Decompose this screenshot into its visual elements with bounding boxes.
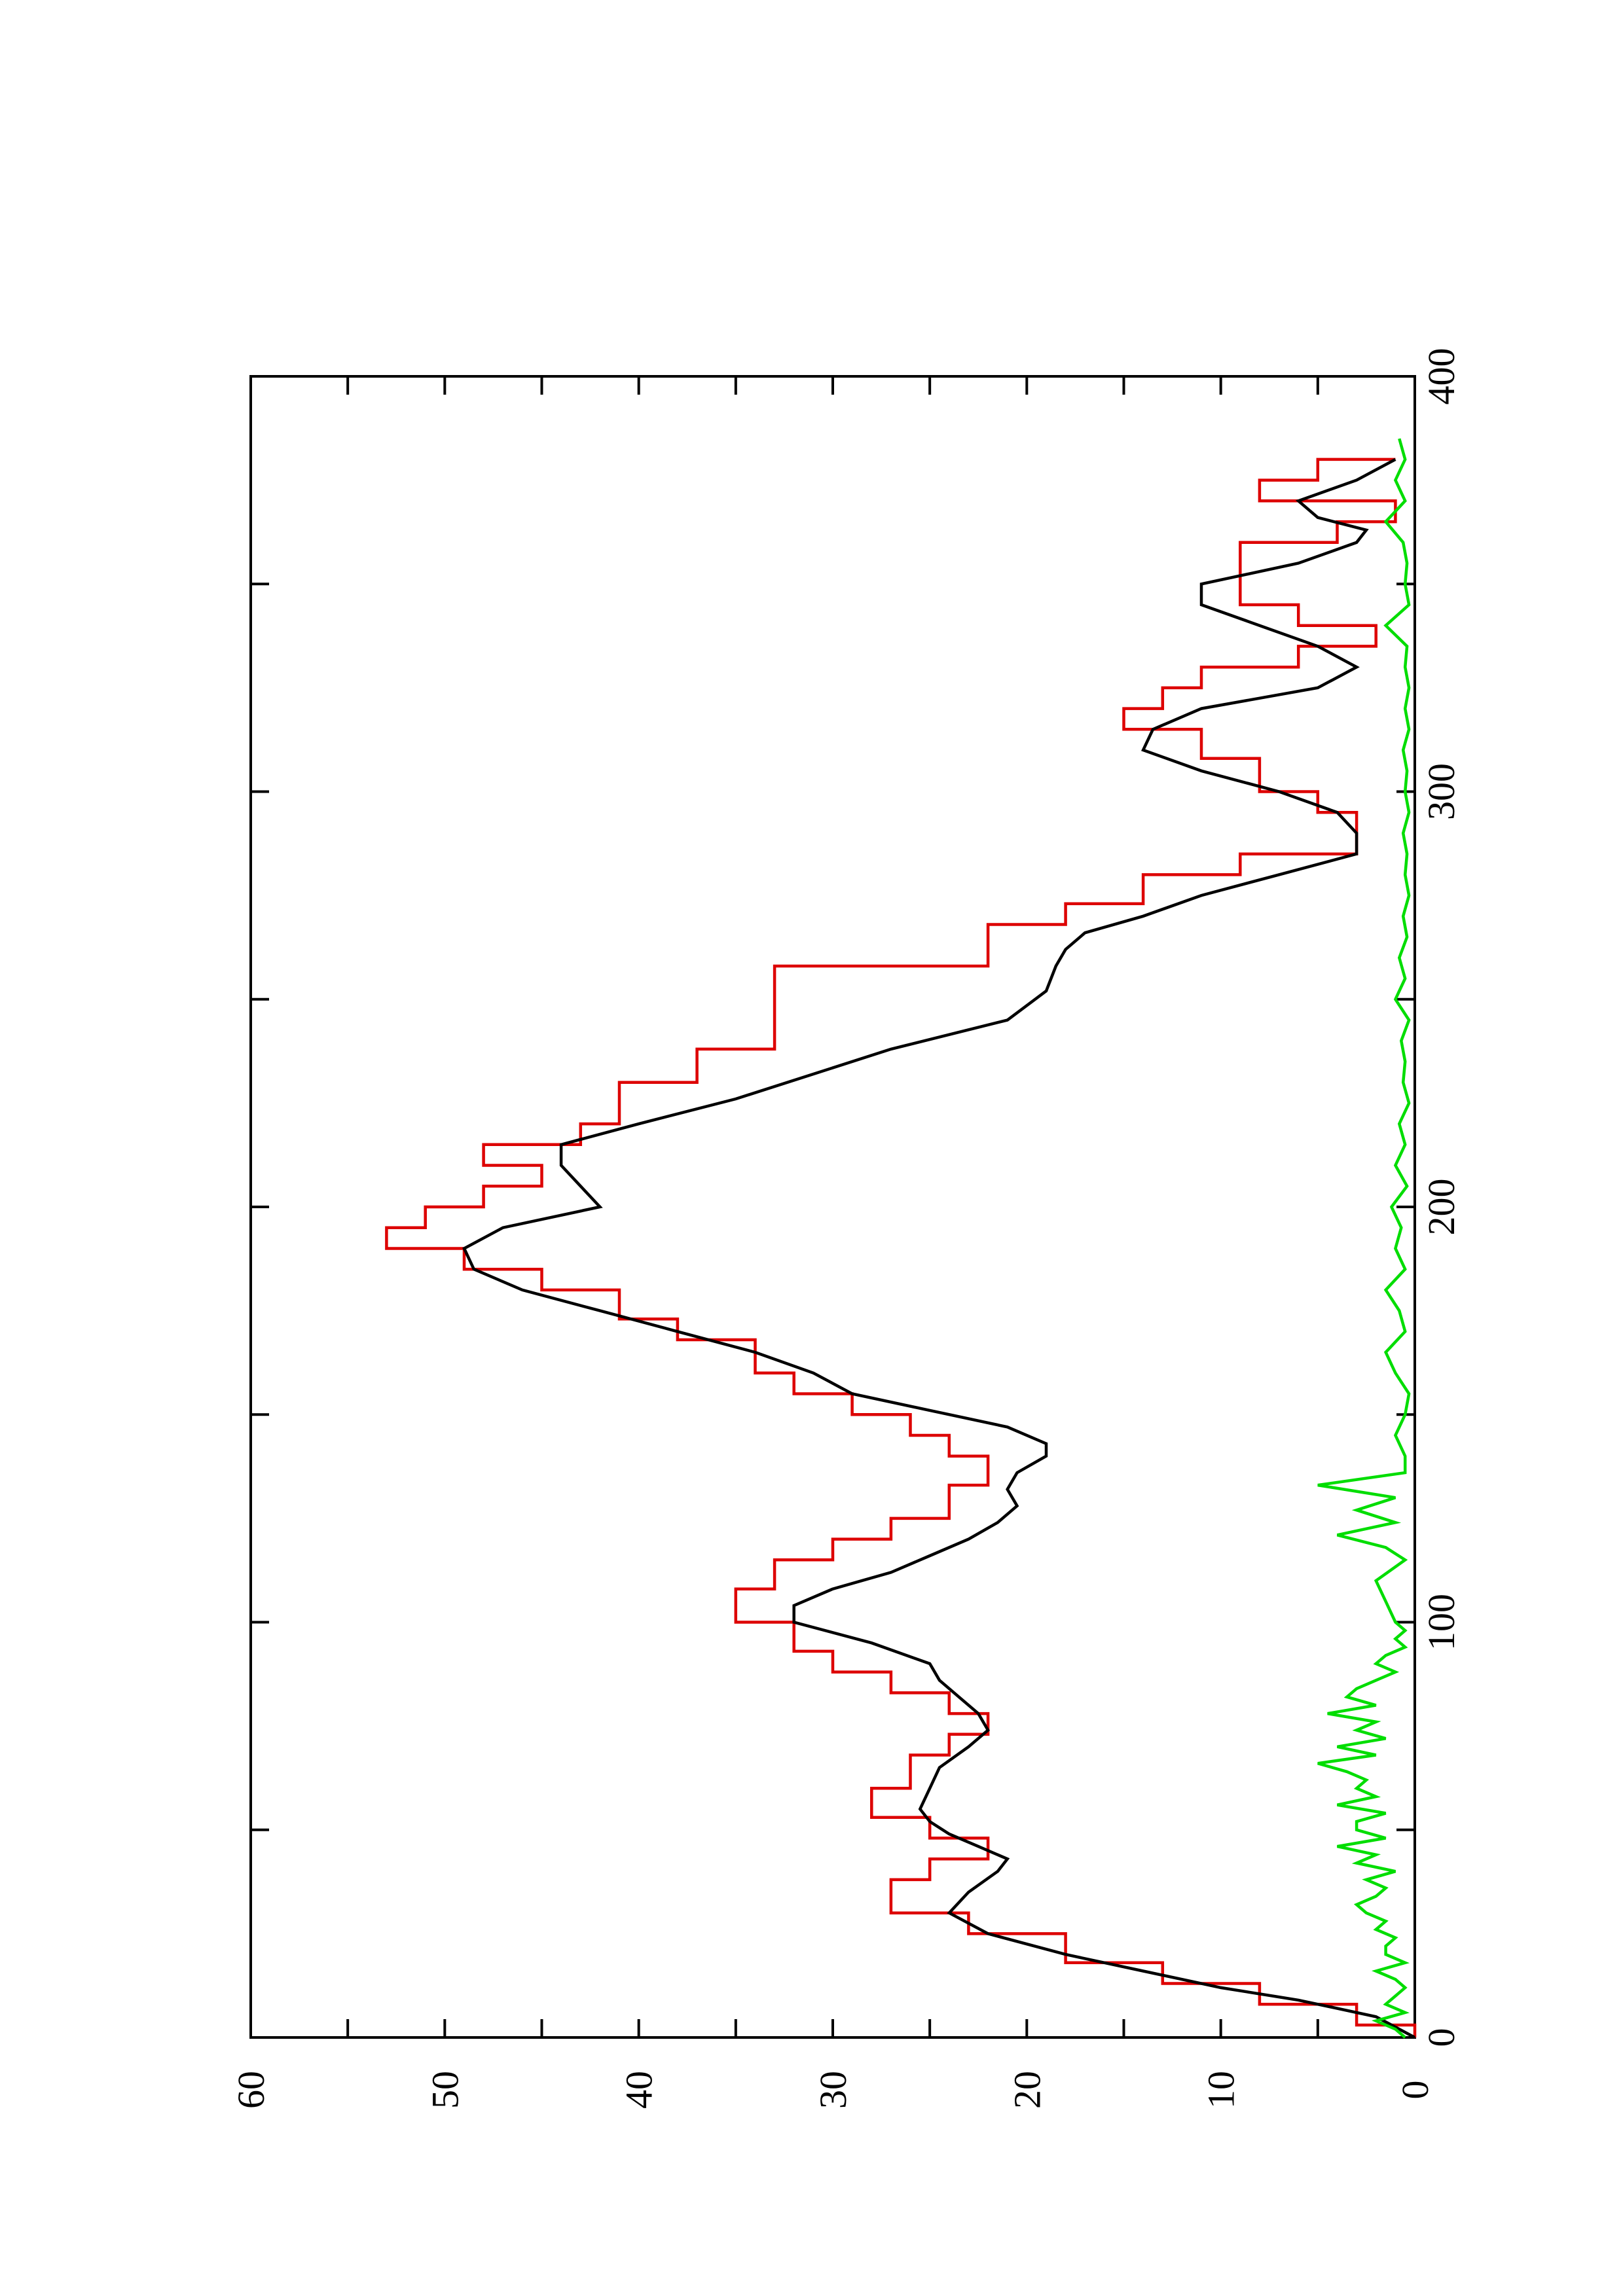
x-tick-label: 200 [1420, 1179, 1463, 1236]
y-tick-label: 40 [618, 2071, 661, 2109]
y-tick-label: 50 [424, 2071, 466, 2109]
y-tick-label: 0 [1394, 2081, 1436, 2100]
y-tick-label: 20 [1006, 2071, 1048, 2109]
tick-labels: 0 100 200 300 400 0 10 20 30 40 50 60 [230, 348, 1463, 2109]
series-line-2 [462, 457, 1416, 2039]
series-layer [385, 438, 1417, 2039]
x-tick-label: 0 [1420, 2028, 1463, 2047]
y-tick-label: 30 [812, 2071, 854, 2109]
y-tick-label: 10 [1200, 2071, 1243, 2109]
y-tick-label: 60 [230, 2071, 272, 2109]
series-line-3 [1317, 438, 1411, 2039]
x-tick-label: 400 [1420, 348, 1463, 405]
series-line-1 [385, 457, 1417, 2037]
x-tick-label: 100 [1420, 1594, 1463, 1651]
x-tick-label: 300 [1420, 763, 1463, 820]
